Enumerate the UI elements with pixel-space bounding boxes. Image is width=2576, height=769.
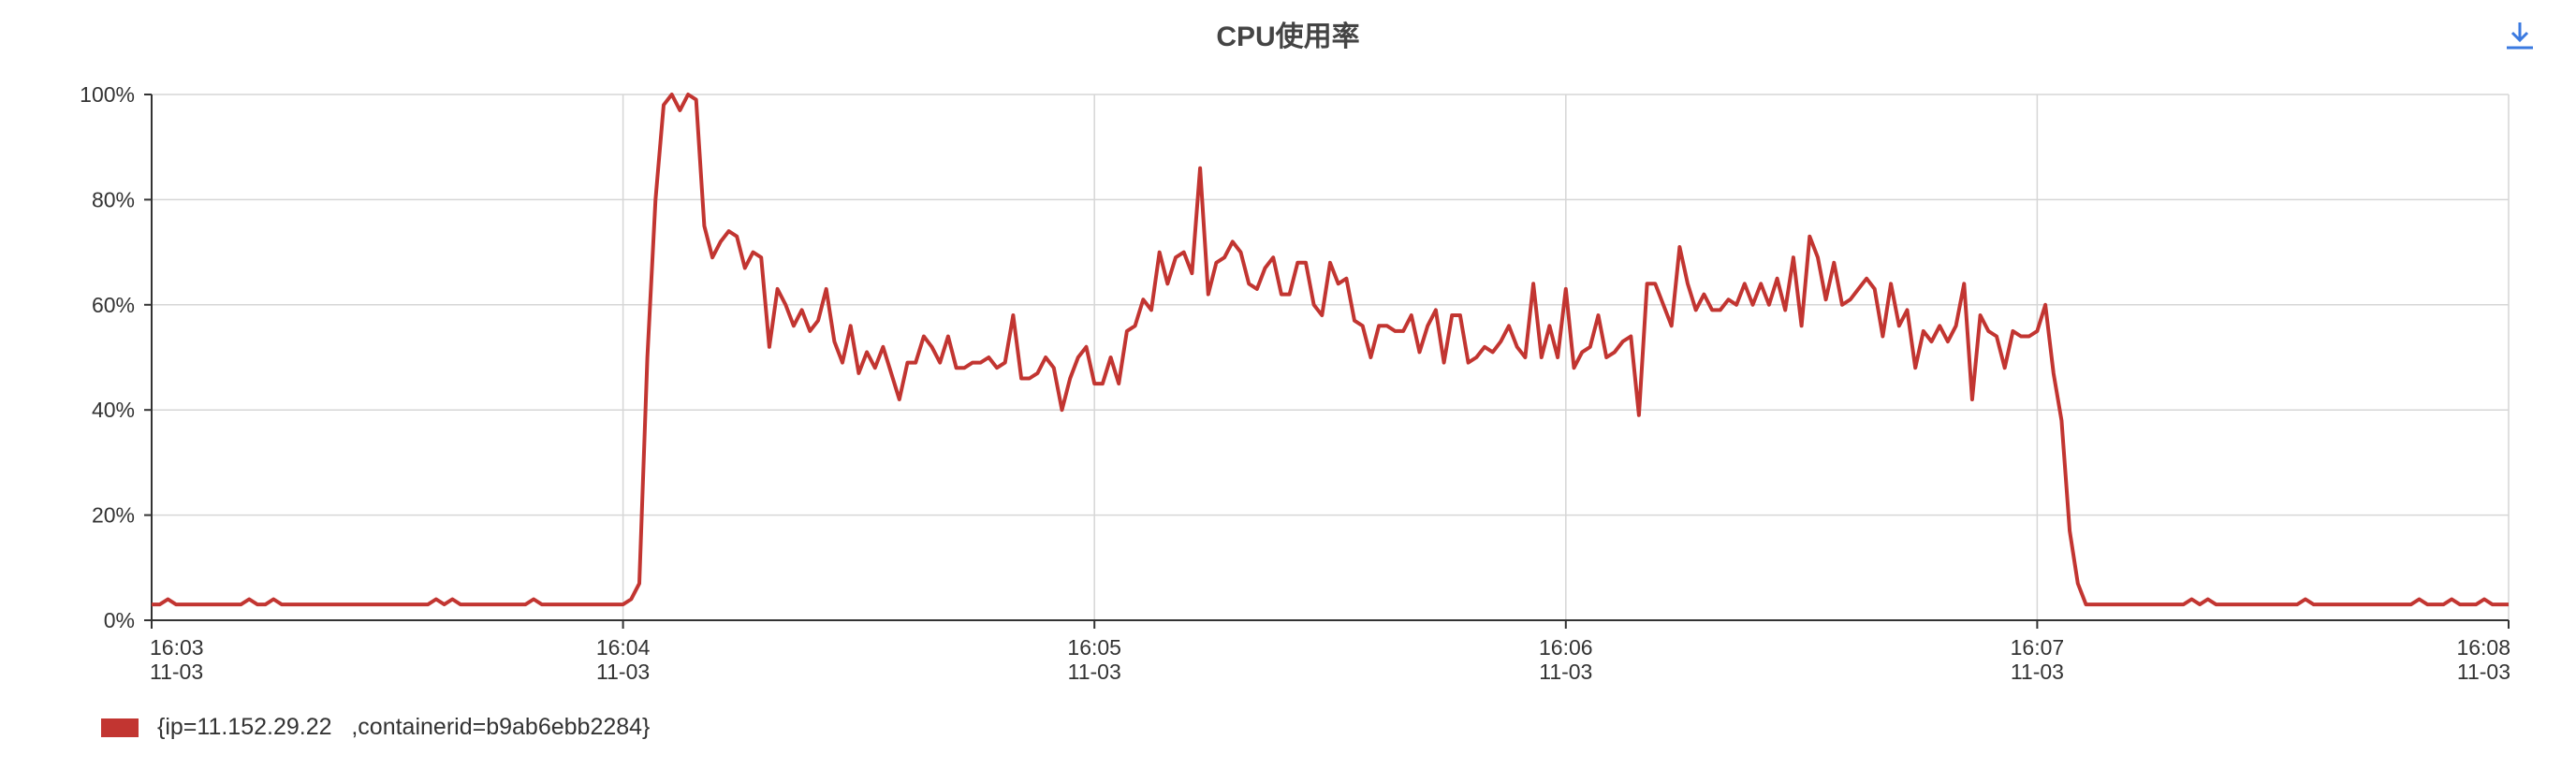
y-tick-label: 80% [92, 187, 135, 211]
y-tick-label: 40% [92, 398, 135, 422]
x-tick-time: 16:03 [150, 635, 204, 660]
chart-title: CPU使用率 [1216, 22, 1360, 52]
grid-lines [152, 94, 2510, 620]
x-tick-time: 16:06 [1539, 635, 1593, 660]
y-axis-ticks: 0% 20% 40% 60% 80% 100% [80, 82, 152, 632]
legend-swatch [101, 718, 139, 737]
download-icon[interactable] [2501, 17, 2539, 54]
series-lines [152, 93, 2509, 607]
x-axis-ticks: 16:0311-0316:0411-0316:0511-0316:0611-03… [150, 620, 2510, 684]
axes [151, 94, 2509, 621]
y-tick-label: 20% [92, 503, 135, 528]
x-tick-time: 16:05 [1067, 635, 1121, 660]
y-tick-label: 60% [92, 293, 135, 317]
legend[interactable]: {ip=11.152.29.22 ,containerid=b9ab6ebb22… [101, 714, 650, 741]
x-tick-time: 16:04 [596, 635, 651, 660]
x-tick-date: 11-03 [2457, 660, 2510, 684]
x-tick-date: 11-03 [1539, 660, 1592, 684]
x-tick-date: 11-03 [2011, 660, 2064, 684]
x-tick-time: 16:08 [2456, 635, 2510, 660]
y-tick-label: 0% [104, 608, 135, 632]
x-tick-time: 16:07 [2011, 635, 2065, 660]
x-tick-date: 11-03 [1068, 660, 1121, 684]
x-tick-date: 11-03 [150, 660, 203, 684]
x-tick-date: 11-03 [596, 660, 650, 684]
legend-label: {ip=11.152.29.22 ,containerid=b9ab6ebb22… [157, 714, 651, 740]
series-line-0 [152, 93, 2509, 607]
y-tick-label: 100% [80, 82, 135, 107]
